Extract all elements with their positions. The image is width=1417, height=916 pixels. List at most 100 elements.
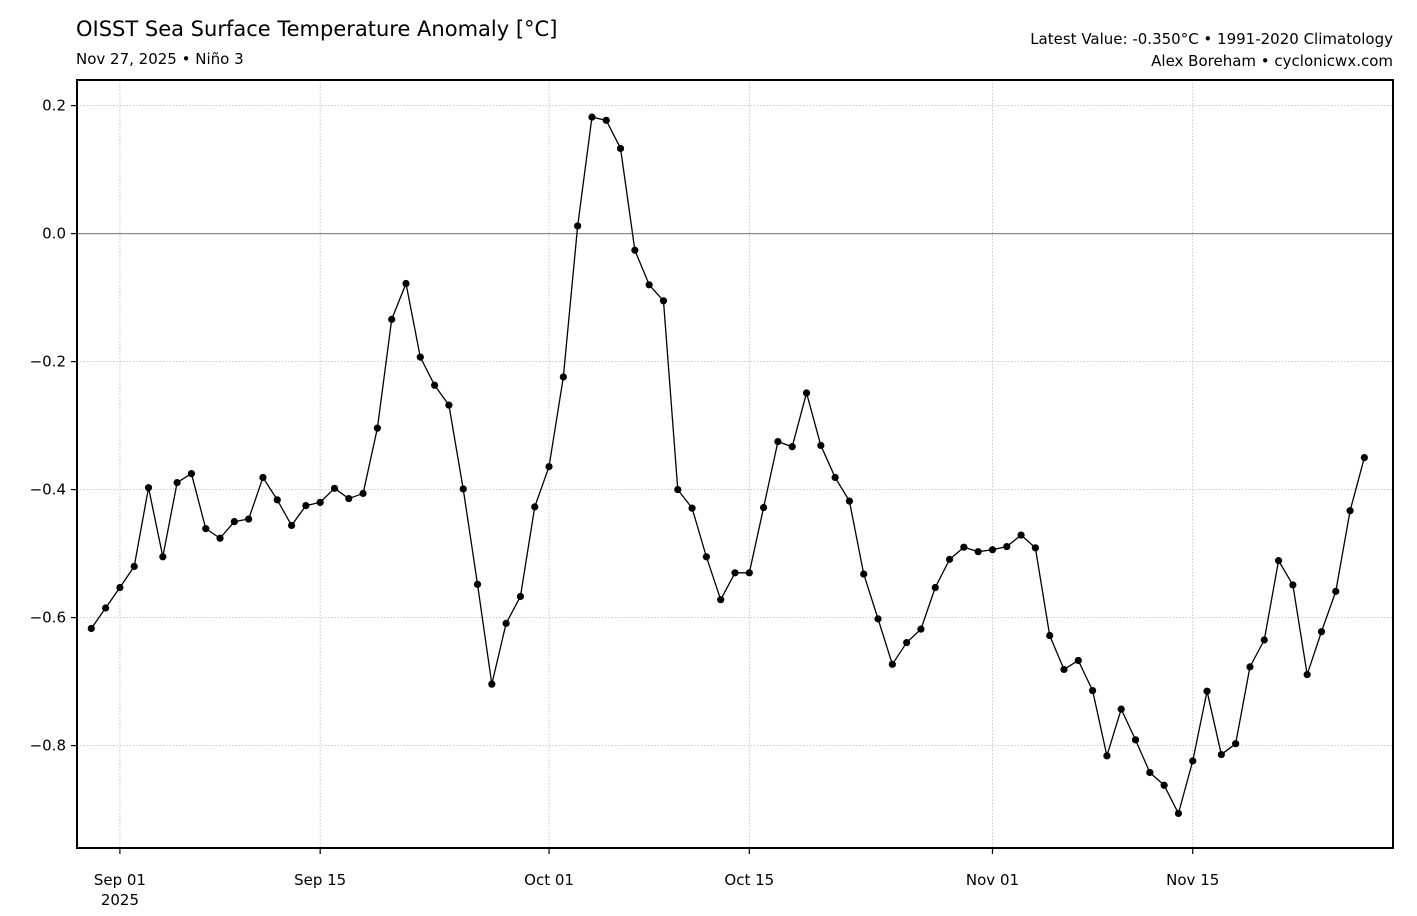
data-point (245, 515, 253, 523)
data-point (259, 473, 267, 482)
data-point (802, 389, 811, 397)
data-point (1074, 656, 1082, 665)
data-point (874, 615, 882, 623)
x-tick-label: Sep 01 (94, 871, 146, 889)
data-point (187, 470, 196, 478)
y-tick-label: −0.8 (30, 737, 66, 755)
data-point (817, 441, 825, 450)
latest-value-text: Latest Value: -0.350°C • 1991-2020 Clima… (1030, 30, 1393, 48)
data-point (1174, 809, 1183, 818)
x-tick-label: Oct 15 (724, 871, 774, 889)
x-tick-label: Nov 01 (966, 871, 1019, 889)
data-point (1303, 670, 1311, 679)
data-point (445, 401, 453, 409)
attribution-text: Alex Boreham • cyclonicwx.com (1151, 52, 1393, 70)
data-point (531, 503, 539, 511)
data-point (645, 281, 653, 289)
data-point (931, 583, 939, 592)
data-point (159, 553, 167, 561)
data-point (1274, 557, 1283, 565)
data-point (102, 604, 110, 612)
data-point (1332, 587, 1340, 595)
data-point (674, 486, 682, 494)
data-point (1103, 752, 1111, 760)
y-tick-label: −0.2 (30, 353, 66, 371)
data-point (988, 546, 997, 554)
data-point (459, 485, 467, 493)
data-point (845, 497, 854, 505)
y-tick-label: 0.0 (42, 225, 66, 243)
axis-layer: 0.2 0.0 −0.2 −0.4 −0.6 −0.8 Sep 01 2025 Sep 15 Oc… (30, 79, 1394, 909)
data-point (1046, 631, 1054, 640)
x-tick-label: Nov 15 (1166, 871, 1219, 889)
data-point (717, 596, 725, 604)
chart-title: OISST Sea Surface Temperature Anomaly [°… (76, 17, 558, 41)
y-tick-label: 0.2 (42, 97, 66, 115)
data-point (1160, 781, 1168, 789)
data-point (1003, 542, 1011, 551)
data-point (388, 315, 396, 323)
data-point (1346, 507, 1354, 515)
data-point (316, 498, 324, 506)
data-point (1060, 665, 1068, 674)
data-point (559, 373, 567, 381)
data-point (359, 489, 367, 498)
data-point (402, 279, 410, 288)
data-point (287, 521, 296, 530)
series-line-layer (90, 116, 1366, 815)
data-point (659, 297, 668, 305)
data-point (1117, 705, 1125, 713)
data-point (488, 680, 496, 688)
data-point (1189, 757, 1197, 765)
data-points-layer (87, 113, 1368, 818)
data-point (945, 555, 954, 563)
data-point (1360, 454, 1368, 462)
data-point (1246, 663, 1254, 671)
data-point (1217, 750, 1225, 759)
x-tick-label: Sep 15 (294, 871, 346, 889)
data-point (1289, 581, 1297, 589)
data-point (516, 592, 525, 601)
data-point (473, 580, 482, 588)
data-point (774, 438, 782, 446)
data-point (1317, 628, 1326, 636)
data-point (917, 625, 925, 633)
data-point (574, 222, 582, 230)
data-point (502, 619, 510, 627)
data-point (745, 569, 753, 577)
data-point (173, 478, 181, 487)
y-tick-label: −0.6 (30, 609, 66, 627)
data-point (760, 503, 768, 512)
data-point (702, 553, 710, 561)
data-point (87, 624, 95, 633)
data-point (616, 144, 625, 153)
data-point (788, 443, 796, 451)
data-point (974, 548, 982, 556)
data-point (216, 534, 224, 542)
data-point (545, 462, 553, 471)
data-point (130, 562, 138, 571)
data-point (888, 660, 896, 668)
x-tick-sublabel: 2025 (101, 891, 139, 909)
data-point (903, 638, 911, 647)
data-point (831, 473, 839, 482)
data-point (731, 569, 739, 577)
data-point (345, 494, 353, 503)
x-tick-label: Oct 01 (524, 871, 574, 889)
data-point (273, 496, 281, 504)
grid-layer (77, 80, 1393, 848)
series-line (90, 116, 1366, 815)
data-point (602, 116, 610, 124)
data-point (144, 484, 153, 492)
data-point (1260, 636, 1268, 644)
data-point (302, 502, 310, 510)
plot-frame (76, 79, 1394, 849)
data-point (631, 246, 639, 254)
data-point (202, 525, 210, 533)
data-point (1017, 531, 1025, 539)
data-point (860, 570, 868, 578)
chart-info: Latest Value: -0.350°C • 1991-2020 Clima… (1030, 28, 1393, 72)
data-point (431, 381, 439, 389)
data-point (1203, 687, 1211, 695)
